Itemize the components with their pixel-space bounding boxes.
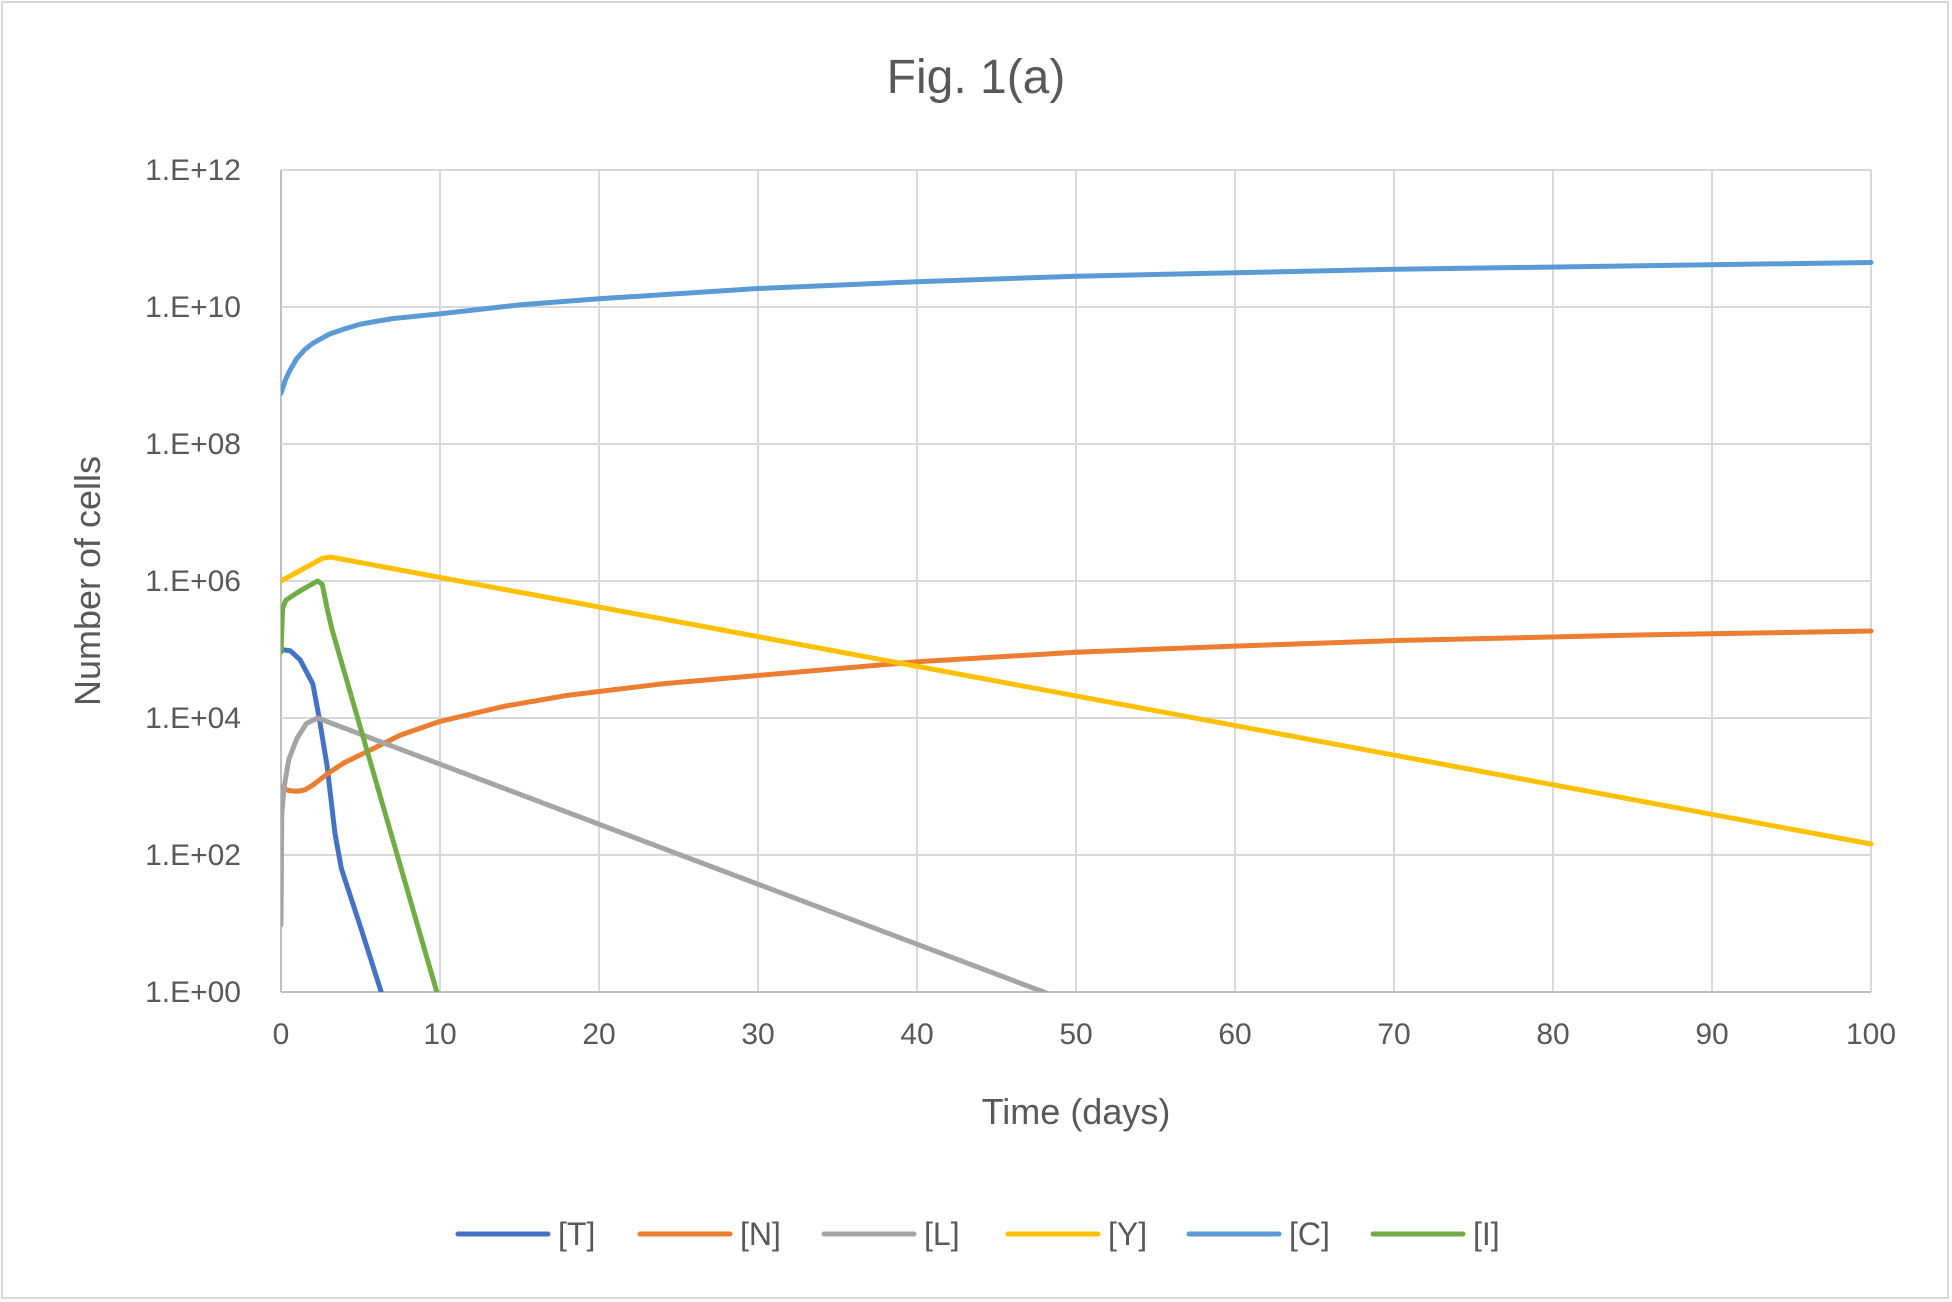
y-tick-label: 1.E+00 — [145, 976, 241, 1009]
gridlines — [280, 169, 1872, 993]
series-line-t — [281, 647, 384, 992]
legend-label: [L] — [924, 1216, 960, 1252]
series-line-l — [281, 715, 1050, 992]
x-tick-label: 50 — [1059, 1018, 1092, 1051]
y-tick-label: 1.E+02 — [145, 839, 241, 872]
legend-item: [C] — [1186, 1216, 1330, 1252]
chart-title: Fig. 1(a) — [887, 51, 1066, 104]
y-tick-label: 1.E+12 — [145, 154, 241, 187]
x-tick-label: 70 — [1377, 1018, 1410, 1051]
y-tick-labels: 1.E+00 1.E+02 1.E+04 1.E+06 1.E+08 1.E+10 1.E+… — [145, 154, 241, 1009]
y-tick-label: 1.E+04 — [145, 702, 241, 735]
x-tick-label: 40 — [900, 1018, 933, 1051]
y-axis-title: Number of cells — [67, 456, 108, 706]
x-tick-label: 0 — [273, 1018, 290, 1051]
legend-item: [I] — [1370, 1216, 1500, 1252]
x-tick-label: 30 — [741, 1018, 774, 1051]
x-tick-label: 20 — [582, 1018, 615, 1051]
y-tick-label: 1.E+08 — [145, 428, 241, 461]
legend-label: [Y] — [1108, 1216, 1147, 1252]
x-tick-label: 10 — [423, 1018, 456, 1051]
y-tick-label: 1.E+06 — [145, 565, 241, 598]
series-line-i — [281, 578, 440, 992]
x-tick-label: 100 — [1846, 1018, 1896, 1051]
legend-label: [T] — [558, 1216, 595, 1252]
legend-item: [N] — [637, 1216, 781, 1252]
legend-item: [Y] — [1005, 1216, 1147, 1252]
x-tick-label: 90 — [1695, 1018, 1728, 1051]
legend-item: [T] — [455, 1216, 595, 1252]
series-line-c — [281, 260, 1874, 396]
x-tick-labels: 0 10 20 30 40 50 60 70 80 90 100 — [273, 1018, 1896, 1051]
legend: [T] [N] [L] [Y] [C] [I] — [455, 1216, 1500, 1252]
x-tick-label: 60 — [1218, 1018, 1251, 1051]
legend-label: [C] — [1289, 1216, 1330, 1252]
x-tick-label: 80 — [1536, 1018, 1569, 1051]
y-tick-label: 1.E+10 — [145, 291, 241, 324]
legend-label: [I] — [1473, 1216, 1500, 1252]
series-line-y — [281, 554, 1874, 847]
series-line-n — [281, 628, 1874, 794]
series-lines — [281, 260, 1874, 992]
x-axis-title: Time (days) — [982, 1091, 1171, 1132]
legend-item: [L] — [821, 1216, 960, 1252]
legend-label: [N] — [740, 1216, 781, 1252]
